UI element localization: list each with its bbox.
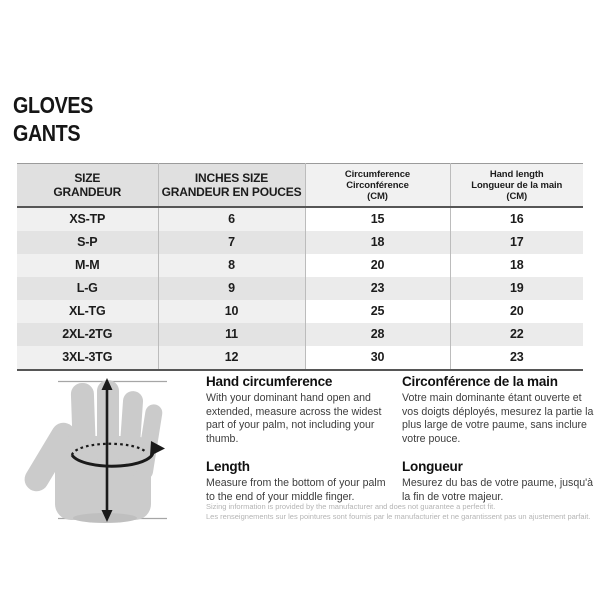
table-row: 3XL-3TG 12 30 23 <box>17 346 583 370</box>
table-cell: 12 <box>157 346 305 370</box>
header-row: SIZE GRANDEUR INCHES SIZE GRANDEUR EN POUCE… <box>17 163 583 208</box>
column-header: INCHES SIZE GRANDEUR EN POUCES <box>157 163 305 208</box>
table-cell: XS-TP <box>17 207 158 231</box>
table-cell: 6 <box>157 207 305 231</box>
column-header-line: (CM) <box>506 190 528 202</box>
length-arrow <box>101 378 113 522</box>
column-header: Circumference Circonférence (CM) <box>304 163 450 208</box>
circumference-dotted-arc <box>70 442 147 456</box>
page-title: GLOVES GANTS <box>13 91 93 147</box>
table-cell: 25 <box>304 300 450 323</box>
table-cell: S-P <box>17 231 158 254</box>
column-header-line: Circonférence <box>346 179 409 191</box>
table-cell: XL-TG <box>17 300 158 323</box>
length-arrowhead-top-icon <box>101 378 113 390</box>
instructions-french: Circonférence de la main Votre main domin… <box>402 374 599 517</box>
table-cell: 9 <box>157 277 305 300</box>
table-cell: 16 <box>449 207 583 231</box>
instruction-heading: Hand circumference <box>206 374 333 389</box>
table-cell: 20 <box>304 254 450 277</box>
table-cell: 7 <box>157 231 305 254</box>
table-cell: 23 <box>449 346 583 370</box>
column-header-line: INCHES SIZE <box>194 171 269 185</box>
table-row: M-M 8 20 18 <box>17 254 583 277</box>
instruction-heading: Length <box>206 459 250 474</box>
size-table-header: SIZE GRANDEUR INCHES SIZE GRANDEUR EN POUCE… <box>17 163 583 208</box>
table-cell: 19 <box>449 277 583 300</box>
table-cell: 18 <box>304 231 450 254</box>
table-cell: M-M <box>17 254 158 277</box>
table-row: XL-TG 10 25 20 <box>17 300 583 323</box>
instruction-body: Mesurez du bas de votre paume, jusqu'à l… <box>402 477 594 503</box>
table-cell: 20 <box>449 300 583 323</box>
instructions-english: Hand circumference With your dominant han… <box>206 374 390 517</box>
table-cell: 3XL-3TG <box>17 346 158 370</box>
column-header-line: SIZE <box>74 171 101 185</box>
table-row: S-P 7 18 17 <box>17 231 583 254</box>
disclaimer: Sizing information is provided by the ma… <box>206 502 599 521</box>
circumference-arrowhead-icon <box>150 441 165 456</box>
instruction-heading: Circonférence de la main <box>402 374 558 389</box>
table-row: 2XL-2TG 11 28 22 <box>17 323 583 346</box>
table-cell: 17 <box>449 231 583 254</box>
instruction-body: With your dominant hand open and extende… <box>206 392 382 445</box>
size-table-body: XS-TP 6 15 16 S-P 7 18 17 M-M 8 20 18 L-G 9 23 19 XL-TG 1… <box>17 207 583 370</box>
page-title-en: GLOVES <box>13 92 93 118</box>
hand-measurement-diagram <box>24 378 167 523</box>
table-cell: 22 <box>449 323 583 346</box>
table-cell: 28 <box>304 323 450 346</box>
table-row: XS-TP 6 15 16 <box>17 207 583 231</box>
hand-silhouette <box>24 380 163 523</box>
column-header: Hand length Longueur de la main (CM) <box>449 163 583 208</box>
page-title-fr: GANTS <box>13 120 81 146</box>
circumference-solid-arc <box>70 448 155 468</box>
instruction-body: Votre main dominante étant ouverte et vo… <box>402 392 594 445</box>
table-cell: 30 <box>304 346 450 370</box>
circumference-band <box>70 441 165 468</box>
column-header-line: Hand length <box>489 168 544 180</box>
table-cell: 18 <box>449 254 583 277</box>
table-row: L-G 9 23 19 <box>17 277 583 300</box>
size-table: SIZE GRANDEUR INCHES SIZE GRANDEUR EN POUCE… <box>17 163 583 371</box>
column-header-line: Circumference <box>344 168 411 180</box>
column-header: SIZE GRANDEUR <box>17 163 158 208</box>
instruction-body: Measure from the bottom of your palm to … <box>206 477 386 503</box>
table-cell: 11 <box>157 323 305 346</box>
disclaimer-en: Sizing information is provided by the ma… <box>206 502 496 511</box>
table-cell: 8 <box>157 254 305 277</box>
table-cell: L-G <box>17 277 158 300</box>
column-header-line: Longueur de la main <box>471 179 563 191</box>
table-cell: 2XL-2TG <box>17 323 158 346</box>
table-cell: 15 <box>304 207 450 231</box>
table-cell: 10 <box>157 300 305 323</box>
column-header-line: GRANDEUR EN POUCES <box>161 185 302 199</box>
length-arrowhead-bottom-icon <box>101 510 113 522</box>
column-header-line: GRANDEUR <box>53 185 122 199</box>
table-cell: 23 <box>304 277 450 300</box>
column-header-line: (CM) <box>367 190 388 202</box>
disclaimer-fr: Les renseignements sur les pointures son… <box>206 511 591 521</box>
instruction-heading: Longueur <box>402 459 463 474</box>
